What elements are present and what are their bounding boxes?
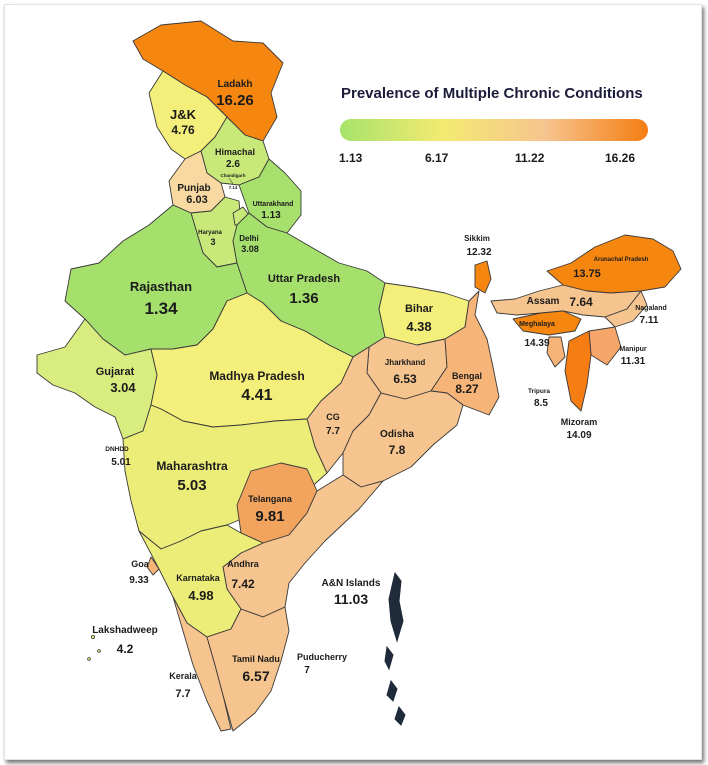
region-sikkim[interactable]: [474, 260, 492, 294]
label-puducherry-name: Puducherry: [297, 652, 347, 662]
label-dnhdd-name: DNHDD: [105, 446, 129, 453]
label-gujarat-value: 3.04: [110, 380, 136, 395]
label-uttarakhand-name: Uttarakhand: [253, 201, 294, 208]
label-odisha-name: Odisha: [380, 429, 414, 440]
label-karnataka-name: Karnataka: [176, 573, 221, 583]
label-an-name: A&N Islands: [322, 578, 381, 589]
label-nagaland-name: Nagaland: [635, 305, 667, 312]
label-jharkhand-name: Jharkhand: [385, 358, 426, 367]
label-kerala-value: 7.7: [175, 688, 190, 700]
label-gujarat-name: Gujarat: [96, 366, 135, 378]
label-telangana-value: 9.81: [255, 508, 284, 525]
label-mp-value: 4.41: [241, 387, 272, 404]
label-goa-value: 9.33: [129, 575, 149, 586]
region-meghalaya[interactable]: [512, 310, 582, 336]
label-sikkim-value: 12.32: [466, 247, 491, 258]
label-jk-value: 4.76: [171, 123, 195, 137]
label-odisha-value: 7.8: [389, 443, 406, 457]
label-tripura-value: 8.5: [534, 398, 548, 409]
label-bengal-value: 8.27: [455, 382, 479, 396]
label-haryana-value: 3: [210, 237, 215, 247]
label-ladakh-name: Ladakh: [217, 79, 252, 90]
label-punjab-value: 6.03: [186, 194, 207, 206]
label-cg-value: 7.7: [326, 426, 340, 437]
label-rajasthan-value: 1.34: [144, 299, 178, 318]
label-cg-name: CG: [326, 412, 340, 422]
label-bihar-name: Bihar: [405, 303, 434, 315]
label-chandigarh-value: 7.14: [229, 185, 238, 190]
region-an-islands[interactable]: [384, 571, 406, 726]
label-arunachal-name: Arunachal Pradesh: [594, 257, 649, 263]
label-meghalaya-value: 14.39: [524, 338, 549, 349]
label-punjab-name: Punjab: [177, 183, 210, 194]
label-tamil-nadu-name: Tamil Nadu: [232, 654, 280, 664]
label-up-name: Uttar Pradesh: [268, 273, 340, 285]
label-delhi-name: Delhi: [239, 234, 259, 243]
region-bengal[interactable]: [430, 290, 500, 416]
label-meghalaya-name: Meghalaya: [519, 321, 555, 328]
map-title: Prevalence of Multiple Chronic Condition…: [341, 85, 643, 102]
legend-gradient-bar: [340, 119, 648, 141]
label-himachal-name: Himachal: [215, 147, 255, 157]
label-maharashtra-name: Maharashtra: [156, 459, 228, 473]
label-assam-value: 7.64: [569, 295, 593, 309]
region-kerala[interactable]: [172, 596, 232, 732]
india-map: [36, 20, 682, 732]
label-assam-name: Assam: [527, 296, 560, 307]
region-goa[interactable]: [146, 556, 160, 576]
label-mp-name: Madhya Pradesh: [209, 369, 304, 383]
legend-tick-3: 11.22: [515, 151, 545, 165]
label-up-value: 1.36: [289, 290, 318, 307]
label-chandigarh-name: Chandigarh: [220, 173, 245, 178]
legend-tick-min: 1.13: [339, 151, 363, 165]
label-andhra-name: Andhra: [227, 559, 259, 569]
label-bihar-value: 4.38: [406, 319, 431, 334]
region-tripura[interactable]: [546, 336, 566, 368]
legend-tick-max: 16.26: [605, 151, 636, 165]
label-jharkhand-value: 6.53: [393, 372, 417, 386]
label-andhra-value: 7.42: [231, 577, 255, 591]
region-odisha[interactable]: [342, 390, 464, 488]
label-delhi-value: 3.08: [241, 244, 259, 254]
legend-tick-2: 6.17: [425, 151, 449, 165]
label-puducherry-value: 7: [304, 665, 310, 676]
label-lakshadweep-value: 4.2: [117, 642, 134, 656]
label-sikkim-name: Sikkim: [464, 234, 490, 243]
region-mizoram[interactable]: [564, 330, 592, 412]
label-ladakh-value: 16.26: [216, 92, 254, 109]
label-nagaland-value: 7.11: [640, 315, 659, 326]
label-arunachal-value: 13.75: [573, 268, 601, 280]
label-bengal-name: Bengal: [452, 371, 482, 381]
region-lakshadweep[interactable]: [87, 635, 101, 661]
label-tamil-nadu-value: 6.57: [242, 668, 269, 684]
label-kerala-name: Kerala: [169, 671, 198, 681]
label-tripura-name: Tripura: [528, 388, 550, 395]
map-frame: Prevalence of Multiple Chronic Condition…: [4, 4, 702, 760]
label-uttarakhand-value: 1.13: [261, 210, 281, 221]
label-himachal-value: 2.6: [226, 159, 240, 170]
label-lakshadweep-name: Lakshadweep: [92, 625, 158, 636]
label-rajasthan-name: Rajasthan: [130, 279, 192, 294]
label-an-value: 11.03: [334, 591, 368, 607]
label-dnhdd-value: 5.01: [111, 457, 131, 468]
label-mizoram-name: Mizoram: [561, 417, 598, 427]
label-telangana-name: Telangana: [248, 494, 293, 504]
label-jk-name: J&K: [170, 107, 197, 122]
region-tamil-nadu[interactable]: [206, 606, 290, 732]
label-manipur-value: 11.31: [621, 356, 646, 367]
label-mizoram-value: 14.09: [566, 430, 591, 441]
label-manipur-name: Manipur: [619, 346, 646, 353]
label-goa-name: Goa: [131, 559, 149, 569]
label-haryana-name: Haryana: [198, 230, 222, 236]
label-karnataka-value: 4.98: [188, 588, 213, 603]
label-maharashtra-value: 5.03: [177, 477, 206, 494]
map-labels: Ladakh 16.26 J&K 4.76 Himachal 2.6 Chand…: [92, 79, 667, 700]
